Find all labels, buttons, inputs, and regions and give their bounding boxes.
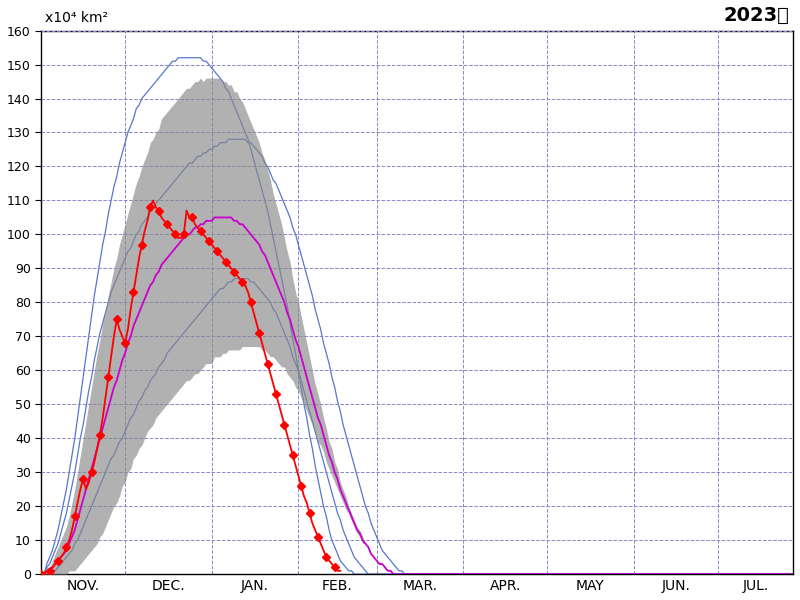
Text: 2023年: 2023年 [723, 6, 790, 25]
Text: x10⁴ km²: x10⁴ km² [45, 11, 108, 25]
